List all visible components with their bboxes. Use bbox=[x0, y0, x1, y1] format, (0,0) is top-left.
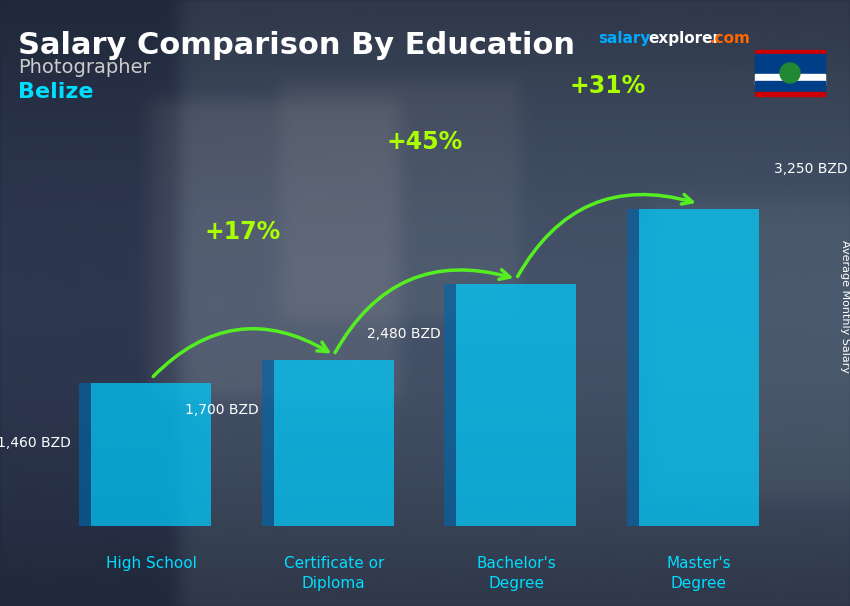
Text: salary: salary bbox=[598, 31, 650, 46]
Text: Average Monthly Salary: Average Monthly Salary bbox=[840, 239, 850, 373]
Text: High School: High School bbox=[105, 556, 196, 571]
Text: Master's
Degree: Master's Degree bbox=[666, 556, 731, 591]
Text: Certificate or
Diploma: Certificate or Diploma bbox=[284, 556, 384, 591]
Text: +17%: +17% bbox=[204, 220, 280, 244]
FancyBboxPatch shape bbox=[638, 208, 759, 526]
Text: 3,250 BZD: 3,250 BZD bbox=[774, 162, 847, 176]
Bar bbox=[755, 50, 825, 54]
Text: Belize: Belize bbox=[18, 82, 94, 102]
Text: 1,460 BZD: 1,460 BZD bbox=[0, 436, 71, 450]
FancyBboxPatch shape bbox=[262, 360, 274, 526]
FancyBboxPatch shape bbox=[456, 284, 576, 526]
Text: +31%: +31% bbox=[570, 75, 646, 98]
Text: explorer: explorer bbox=[648, 31, 720, 46]
Text: Photographer: Photographer bbox=[18, 58, 150, 77]
Text: +45%: +45% bbox=[387, 130, 463, 154]
Circle shape bbox=[780, 63, 800, 83]
Text: .com: .com bbox=[710, 31, 751, 46]
FancyBboxPatch shape bbox=[626, 208, 638, 526]
Text: 1,700 BZD: 1,700 BZD bbox=[185, 403, 258, 417]
FancyBboxPatch shape bbox=[91, 384, 212, 526]
Bar bbox=[755, 54, 825, 73]
Bar bbox=[755, 81, 825, 92]
Text: 2,480 BZD: 2,480 BZD bbox=[367, 327, 441, 341]
Text: Bachelor's
Degree: Bachelor's Degree bbox=[476, 556, 556, 591]
Text: Salary Comparison By Education: Salary Comparison By Education bbox=[18, 31, 575, 60]
Bar bbox=[755, 92, 825, 96]
FancyBboxPatch shape bbox=[445, 284, 456, 526]
FancyBboxPatch shape bbox=[79, 384, 91, 526]
FancyBboxPatch shape bbox=[274, 360, 394, 526]
Bar bbox=[755, 74, 825, 85]
